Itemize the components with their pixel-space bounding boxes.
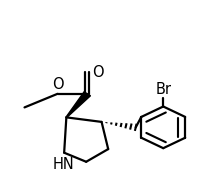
Polygon shape <box>66 92 91 118</box>
Text: HN: HN <box>52 157 74 172</box>
Text: O: O <box>92 65 104 79</box>
Text: Br: Br <box>155 82 171 98</box>
Text: O: O <box>52 77 63 92</box>
